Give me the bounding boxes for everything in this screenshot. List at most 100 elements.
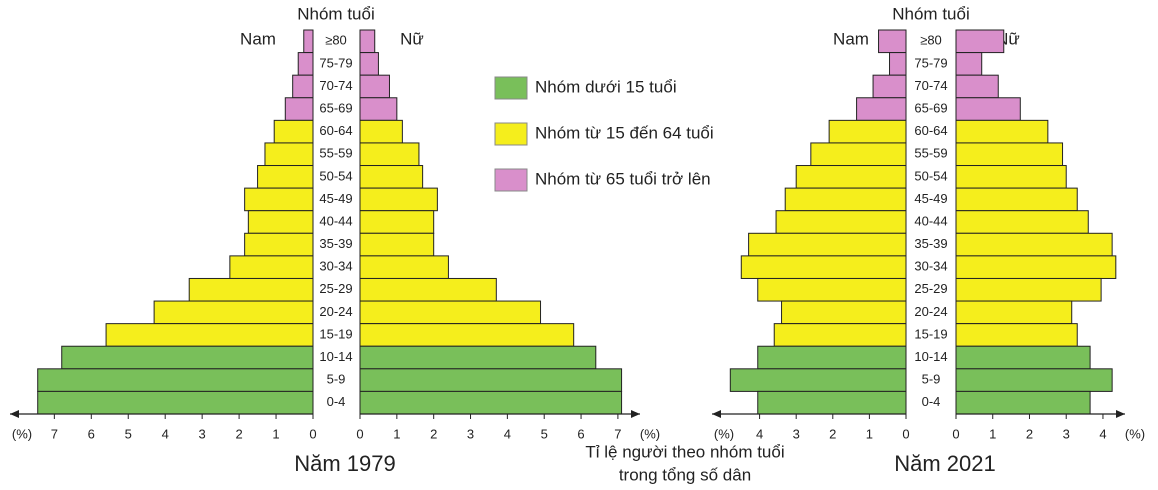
age-label-bg — [907, 281, 955, 299]
legend-swatch — [494, 122, 528, 146]
bar — [757, 390, 907, 415]
x-tick-label: 6 — [577, 426, 584, 441]
age-label: 55-59 — [914, 146, 947, 161]
x-tick-label: 5 — [125, 426, 132, 441]
age-label-bg — [907, 394, 955, 411]
age-label-bg — [907, 236, 955, 253]
age-label: 75-79 — [914, 55, 947, 70]
bar — [828, 119, 907, 144]
bar — [856, 97, 907, 121]
bar — [359, 74, 390, 99]
age-label: 65-69 — [914, 100, 947, 115]
bar — [359, 142, 420, 167]
x-tick-label: 1 — [989, 426, 996, 441]
bar — [955, 52, 983, 76]
x-tick-label: 3 — [1063, 426, 1070, 441]
bar — [292, 74, 314, 99]
bar — [955, 300, 1073, 325]
legend-label: Nhóm từ 15 đến 64 tuổi — [535, 123, 714, 142]
age-axis-label: Nhóm tuổi — [297, 4, 374, 23]
x-tick-label: 0 — [952, 426, 959, 441]
unit-label: (%) — [640, 426, 660, 441]
age-label: 50-54 — [319, 168, 352, 183]
age-label-bg — [314, 33, 359, 50]
bar — [748, 232, 907, 257]
axis-arrow — [10, 410, 19, 418]
age-label-bg — [907, 371, 955, 389]
unit-label: (%) — [1125, 426, 1145, 441]
x-tick-label: 6 — [88, 426, 95, 441]
age-label: ≥80 — [325, 33, 347, 48]
bar — [264, 142, 314, 167]
age-label: 55-59 — [319, 146, 352, 161]
bar — [757, 277, 907, 302]
bar — [257, 165, 314, 189]
age-label-bg — [314, 168, 359, 186]
bar — [955, 74, 999, 99]
unit-label: (%) — [12, 426, 32, 441]
bar — [359, 119, 403, 144]
age-label: 65-69 — [319, 100, 352, 115]
bar — [273, 119, 314, 144]
age-label: 40-44 — [319, 213, 352, 228]
age-label-bg — [907, 213, 955, 231]
bar — [244, 232, 314, 257]
bar — [359, 210, 435, 234]
age-label: 0-4 — [327, 394, 346, 409]
bar — [773, 323, 907, 347]
bar — [955, 29, 1005, 54]
age-label-bg — [907, 326, 955, 344]
age-label-bg — [907, 191, 955, 208]
age-label: 60-64 — [319, 123, 352, 138]
x-tick-label: 4 — [162, 426, 169, 441]
age-label-bg — [314, 55, 359, 73]
x-tick-label: 2 — [1026, 426, 1033, 441]
legend-label: Nhóm từ 65 tuổi trở lên — [535, 169, 711, 188]
age-label-bg — [907, 168, 955, 186]
bar — [359, 345, 597, 370]
bar — [795, 165, 907, 189]
age-label: 25-29 — [914, 281, 947, 296]
bar — [188, 277, 314, 302]
age-label-bg — [314, 191, 359, 208]
bar — [359, 52, 379, 76]
age-label-bg — [314, 145, 359, 163]
age-label: 25-29 — [319, 281, 352, 296]
bar — [955, 368, 1113, 392]
bar — [889, 52, 907, 76]
x-tick-label: 3 — [793, 426, 800, 441]
unit-label: (%) — [714, 426, 734, 441]
bar — [729, 368, 907, 392]
age-label: 30-34 — [319, 259, 352, 274]
bar — [359, 187, 438, 212]
age-label-bg — [314, 123, 359, 140]
bar — [872, 74, 907, 99]
bar — [359, 390, 623, 415]
age-label-bg — [907, 78, 955, 95]
bar — [955, 255, 1117, 279]
bar — [244, 187, 314, 212]
legend-label: Nhóm dưới 15 tuổi — [535, 77, 677, 96]
x-tick-label: 4 — [504, 426, 511, 441]
age-label-bg — [907, 123, 955, 140]
age-label: 60-64 — [914, 123, 947, 138]
x-tick-label: 0 — [902, 426, 909, 441]
age-label-bg — [314, 281, 359, 299]
bar — [359, 165, 424, 189]
bar — [359, 29, 376, 54]
age-label: 15-19 — [319, 326, 352, 341]
x-tick-label: 1 — [272, 426, 279, 441]
age-label: 15-19 — [914, 326, 947, 341]
bar — [37, 368, 314, 392]
bar — [955, 210, 1089, 234]
age-label: 50-54 — [914, 168, 947, 183]
age-label: 75-79 — [319, 55, 352, 70]
age-label: 10-14 — [319, 349, 352, 364]
bar — [359, 300, 542, 325]
age-label-bg — [314, 213, 359, 231]
age-label-bg — [907, 55, 955, 73]
age-label-bg — [907, 304, 955, 321]
age-label: 45-49 — [319, 191, 352, 206]
bar — [247, 210, 314, 234]
